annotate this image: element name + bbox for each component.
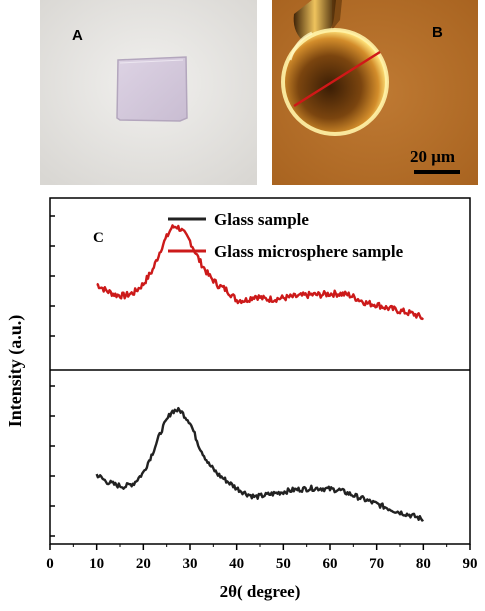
- x-tick-label: 90: [463, 556, 478, 572]
- legend-label: Glass microsphere sample: [214, 242, 404, 261]
- panel-b-micrograph: B 20 μm: [272, 0, 478, 185]
- series-line-microsphere: [96, 224, 425, 321]
- series-lines: [95, 224, 425, 522]
- scale-bar-label: 20 μm: [410, 147, 456, 166]
- x-tick-label: 0: [46, 556, 54, 572]
- xrd-chart-svg: 0 10 20 30 40 50 60 70 80 90 Glass sample Glass mi…: [5, 197, 478, 601]
- x-tick-label: 60: [323, 556, 338, 572]
- panel-b-label: B: [432, 24, 443, 41]
- panel-a-photo: A: [40, 0, 257, 185]
- panel-c-label: C: [93, 230, 104, 246]
- x-tick-label: 20: [136, 556, 151, 572]
- x-tick-label: 40: [229, 556, 244, 572]
- legend: Glass sample Glass microsphere sample: [168, 210, 404, 261]
- series-line-glass: [95, 406, 425, 522]
- panel-a-label: A: [72, 27, 83, 44]
- x-tick-label: 30: [183, 556, 198, 572]
- x-tick-label: 50: [276, 556, 291, 572]
- xrd-chart: 0 10 20 30 40 50 60 70 80 90 Glass sample Glass mi…: [0, 190, 485, 606]
- x-tick-label: 10: [89, 556, 104, 572]
- x-tick-label: 70: [369, 556, 384, 572]
- y-ticks: [50, 215, 55, 537]
- microsphere-image: [272, 0, 478, 185]
- x-axis-label: 2θ( degree): [220, 582, 301, 601]
- x-tick-label: 80: [416, 556, 431, 572]
- legend-label: Glass sample: [214, 210, 309, 229]
- y-axis-label: Intensity (a.u.): [5, 315, 26, 428]
- x-ticks: 0 10 20 30 40 50 60 70 80 90: [46, 544, 478, 572]
- glass-slab-image: [40, 0, 257, 185]
